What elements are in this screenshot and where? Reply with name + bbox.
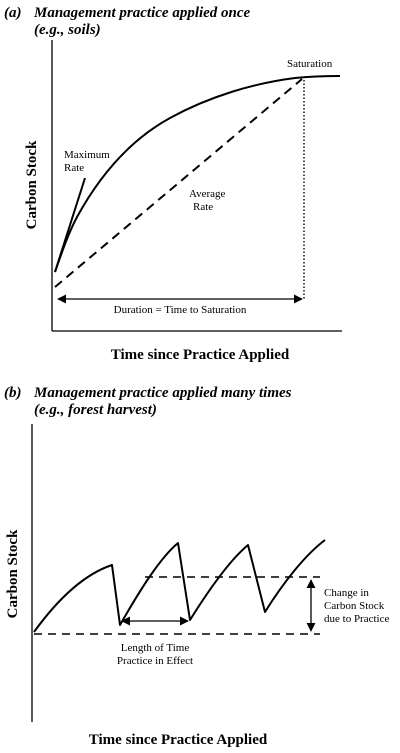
panel-b: (b) Management practice applied many tim… (4, 385, 389, 748)
panel-a-max-rate-label-2: Rate (64, 162, 84, 174)
panel-a-max-rate-label-1: Maximum (64, 149, 110, 161)
panel-a-max-rate-line (54, 177, 86, 273)
panel-a-average-rate-line (54, 78, 303, 288)
panel-b-title-line2: (e.g., forest harvest) (34, 402, 157, 418)
panel-a-title-line1: Management practice applied once (33, 5, 251, 21)
panel-b-title-line1: Management practice applied many times (33, 385, 292, 401)
panel-a-title-line2: (e.g., soils) (34, 22, 101, 38)
panel-a: (a) Management practice applied once (e.… (4, 5, 342, 363)
panel-b-xlabel: Time since Practice Applied (89, 732, 268, 748)
panel-b-length-label-1: Length of Time (121, 642, 190, 654)
panel-b-ylabel: Carbon Stock (5, 529, 21, 618)
panel-a-ylabel: Carbon Stock (24, 140, 40, 229)
panel-b-sawtooth-curve (33, 539, 326, 633)
panel-a-avg-rate-label-1: Average (189, 188, 226, 200)
panel-a-saturation-curve (54, 75, 341, 273)
panel-b-change-label-1: Change in (324, 587, 369, 599)
panel-a-saturation-label: Saturation (287, 58, 333, 70)
panel-a-xlabel: Time since Practice Applied (111, 347, 290, 363)
panel-b-label: (b) (4, 385, 22, 401)
panel-a-avg-rate-label-2: Rate (193, 201, 213, 213)
panel-b-change-label-2: Carbon Stock (324, 600, 385, 612)
panel-b-change-label-3: due to Practice (324, 613, 389, 625)
panel-a-duration-label: Duration = Time to Saturation (114, 304, 247, 316)
panel-a-label: (a) (4, 5, 22, 21)
panel-b-length-label-2: Practice in Effect (117, 655, 193, 667)
